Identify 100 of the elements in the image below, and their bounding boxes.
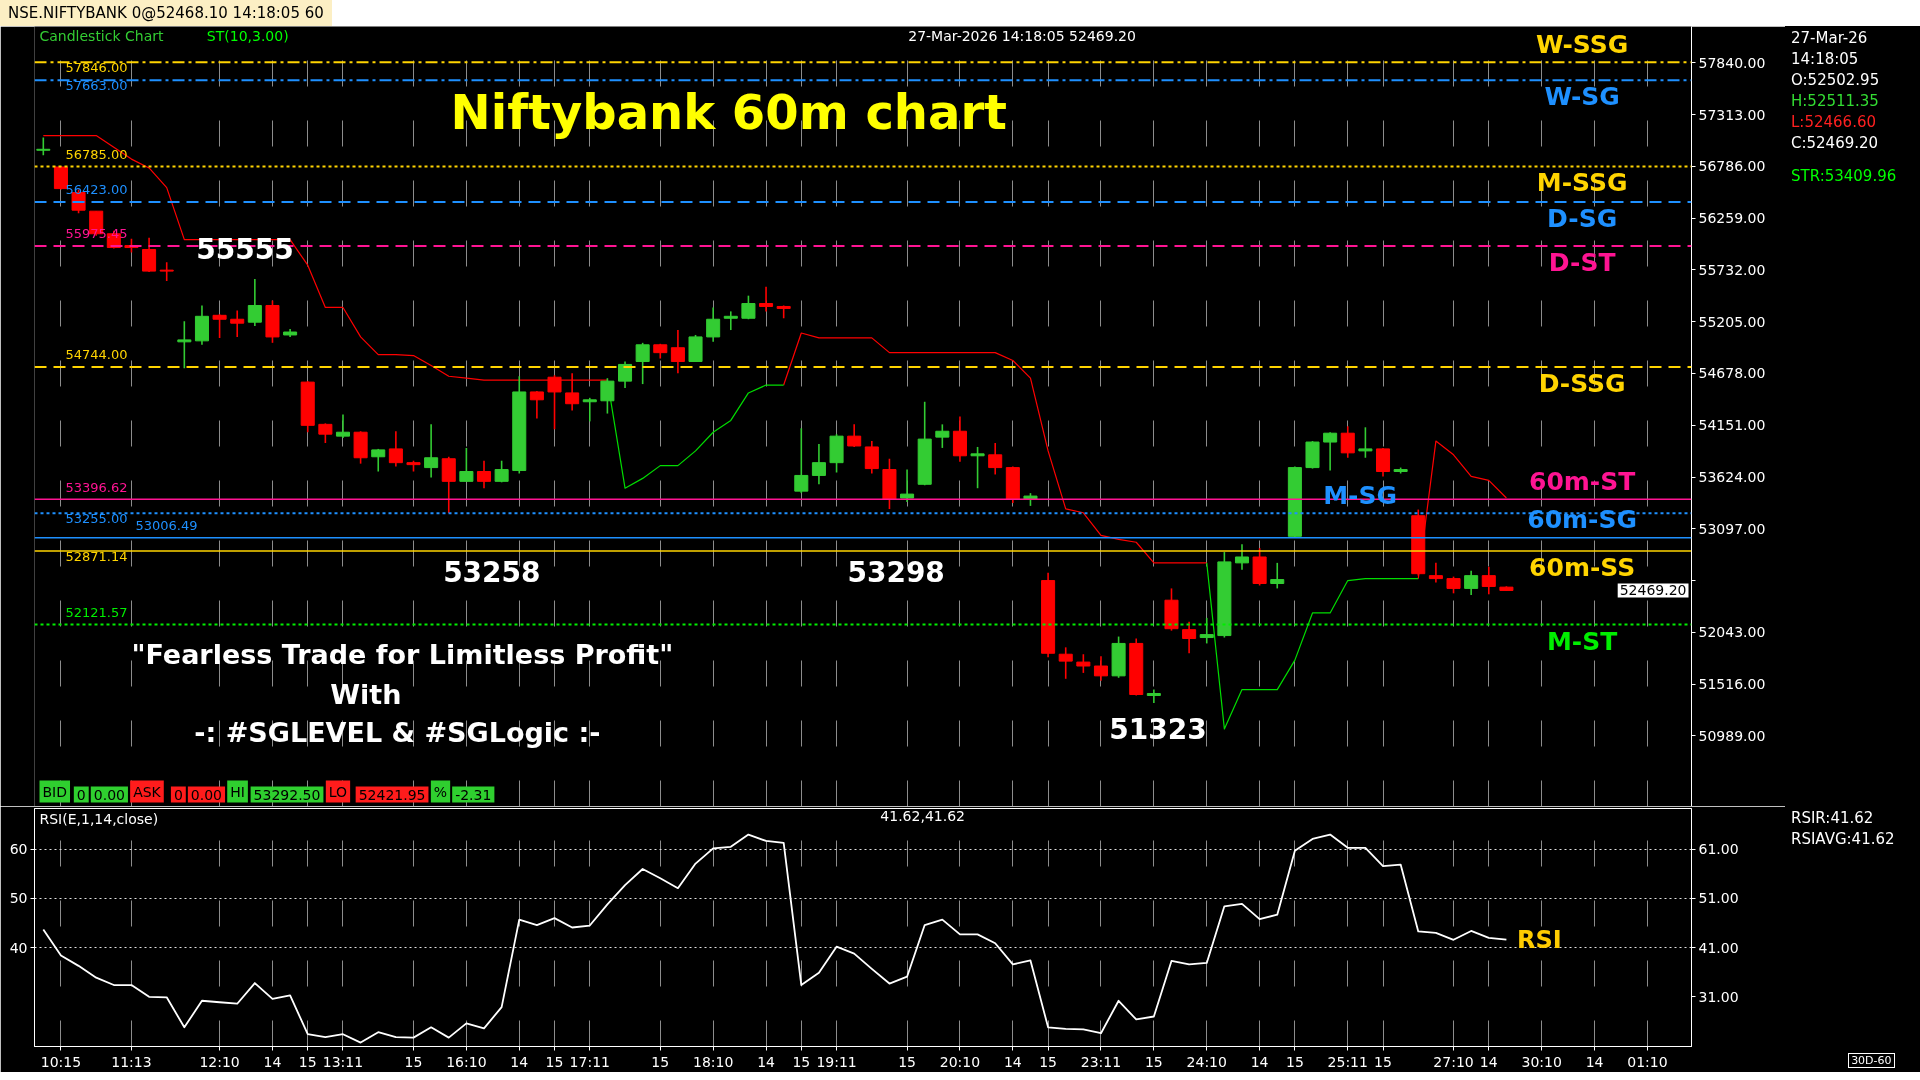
annotation: 60m-SS <box>1529 552 1636 582</box>
category-label: 01:10 <box>1627 1053 1668 1070</box>
y-tick-label: 50 <box>9 890 28 907</box>
annotation: "Fearless Trade for Limitless Profit" <box>131 638 674 670</box>
annotation: 0 <box>76 786 86 803</box>
y2-tick-label: 31.00 <box>1698 988 1739 1005</box>
category-label: 15 <box>404 1053 423 1070</box>
category-label: 13:11 <box>322 1053 364 1070</box>
annotation: W-SSG <box>1536 29 1629 59</box>
text: NSE.NIFTYBANK 0@52468.10 14:18:05 60 <box>0 0 332 26</box>
annotation: 55555 <box>196 233 294 267</box>
candlestick <box>529 390 544 420</box>
y-tick-label: 57313.00 <box>1698 106 1766 123</box>
ref-line-label: 57663.00 <box>65 78 128 94</box>
candlestick <box>1340 425 1355 459</box>
category-label: 11:13 <box>111 1053 152 1070</box>
annotation: 27-Mar-2026 14:18:05 52469.20 <box>908 28 1136 45</box>
category-label: 15 <box>792 1053 811 1070</box>
candlestick <box>247 278 262 327</box>
y-tick-label: 50989.00 <box>1698 727 1766 744</box>
text: H:52511.35 <box>1791 91 1880 112</box>
annotation: M-SSG <box>1536 168 1628 198</box>
annotation: 51323 <box>1109 713 1207 746</box>
ref-line-label: 52871.14 <box>65 548 128 564</box>
candlestick <box>318 422 333 444</box>
y2-tick-label: 61.00 <box>1698 841 1739 858</box>
text: O:52502.95 <box>1791 70 1881 91</box>
annotation: -2.31 <box>455 786 492 803</box>
y-tick-label: 54151.00 <box>1698 417 1766 434</box>
category-label: 15 <box>545 1053 564 1070</box>
annotation: D-SSG <box>1538 368 1626 398</box>
candlestick <box>635 342 650 385</box>
candlestick <box>1093 655 1108 682</box>
annotation: BID <box>42 783 68 800</box>
y-tick-label: 54678.00 <box>1698 365 1766 382</box>
ref-line-label: 54744.00 <box>65 347 128 363</box>
candlestick <box>565 372 580 412</box>
candlestick <box>1076 653 1091 674</box>
category-label: 15 <box>1039 1053 1058 1070</box>
candlestick <box>670 329 685 375</box>
candlestick <box>1375 447 1391 478</box>
y-tick-label: 53097.00 <box>1698 520 1766 537</box>
candlestick <box>1428 562 1443 584</box>
annotation: W-SG <box>1544 82 1620 112</box>
category-label: 14 <box>1003 1053 1022 1070</box>
category-label: 25:11 <box>1327 1053 1368 1070</box>
category-label: 15 <box>898 1053 916 1070</box>
category-label: 17:11 <box>569 1053 610 1070</box>
ref-line-label: 56785.00 <box>65 146 128 162</box>
annotation: 53292.50 <box>253 786 321 803</box>
candlestick <box>1481 566 1496 596</box>
ref-line-label: 57846.00 <box>65 60 128 76</box>
category-label: 15 <box>298 1053 317 1070</box>
category-label: 23:11 <box>1080 1053 1122 1070</box>
annotation: 60m-SG <box>1527 505 1638 535</box>
annotation: D-SG <box>1547 204 1618 234</box>
candlestick <box>970 446 985 490</box>
candlestick <box>212 313 227 339</box>
text: RSIR:41.62 <box>1791 808 1875 829</box>
category-label: 14 <box>1585 1053 1604 1070</box>
candlestick <box>547 374 562 431</box>
candlestick <box>794 427 809 494</box>
y-tick-label: 40 <box>9 939 28 956</box>
category-label: 30:10 <box>1521 1053 1562 1070</box>
ref-line-label: 53396.62 <box>65 479 128 495</box>
annotation: % <box>433 783 448 800</box>
category-label: 16:10 <box>446 1053 487 1070</box>
candlestick <box>459 447 474 483</box>
category-label: 14 <box>263 1053 282 1070</box>
candlestick <box>441 455 456 514</box>
category-label: 14 <box>1479 1053 1498 1070</box>
text: 14:18:05 <box>1791 49 1860 70</box>
text: C:52469.20 <box>1791 133 1880 154</box>
ref-line-label: 52121.57 <box>65 605 128 621</box>
text: 30D-60 <box>1848 1053 1895 1068</box>
annotation: 0 <box>173 786 183 803</box>
candlestick <box>723 310 738 331</box>
candlestick <box>177 320 192 370</box>
candlestick <box>1146 688 1161 704</box>
candlestick <box>1270 562 1285 590</box>
category-label: 12:10 <box>199 1053 240 1070</box>
annotation: -: #SGLEVEL & #SGLogic :- <box>194 716 601 748</box>
candlestick <box>988 442 1003 476</box>
candlestick <box>230 309 245 338</box>
candlestick <box>864 440 879 475</box>
annotation: D-ST <box>1548 248 1616 278</box>
text: 27-Mar-26 <box>1791 28 1869 49</box>
ref-line-label: 56423.00 <box>65 182 128 198</box>
annotation: M-ST <box>1546 626 1618 656</box>
annotation: 0.00 <box>93 786 125 803</box>
annotation: ASK <box>133 783 162 800</box>
candlestick <box>759 286 774 313</box>
category-label: 14 <box>757 1053 775 1070</box>
line-series <box>42 833 1508 1044</box>
candlestick <box>1234 543 1250 571</box>
text: STR:53409.96 <box>1791 166 1897 187</box>
candlestick <box>1358 426 1373 459</box>
annotation: HI <box>230 783 245 800</box>
candlestick <box>335 413 351 439</box>
annotation: ST(10,3.00) <box>206 28 289 45</box>
